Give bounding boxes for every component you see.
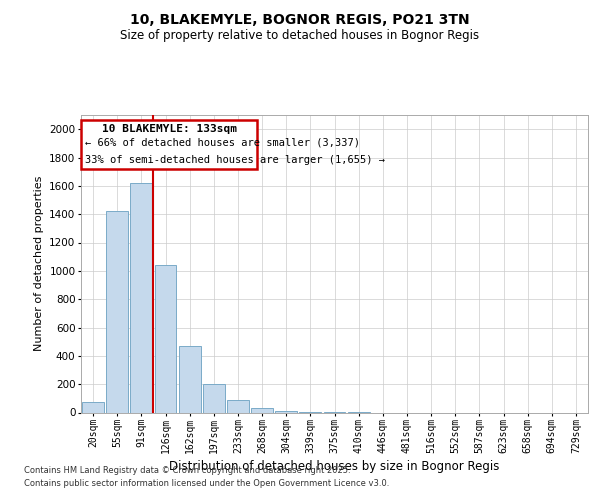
Text: ← 66% of detached houses are smaller (3,337): ← 66% of detached houses are smaller (3,…: [85, 138, 360, 148]
Text: Contains HM Land Registry data © Crown copyright and database right 2025.: Contains HM Land Registry data © Crown c…: [24, 466, 350, 475]
Bar: [227, 400, 249, 412]
Text: 33% of semi-detached houses are larger (1,655) →: 33% of semi-detached houses are larger (…: [85, 155, 385, 165]
Text: 10 BLAKEMYLE: 133sqm: 10 BLAKEMYLE: 133sqm: [102, 124, 237, 134]
Text: 10, BLAKEMYLE, BOGNOR REGIS, PO21 3TN: 10, BLAKEMYLE, BOGNOR REGIS, PO21 3TN: [130, 12, 470, 26]
FancyBboxPatch shape: [82, 120, 257, 169]
Bar: [155, 265, 176, 412]
Bar: [130, 183, 152, 412]
X-axis label: Distribution of detached houses by size in Bognor Regis: Distribution of detached houses by size …: [169, 460, 500, 473]
Bar: [82, 402, 104, 412]
Bar: [275, 411, 297, 412]
Bar: [106, 212, 128, 412]
Y-axis label: Number of detached properties: Number of detached properties: [34, 176, 44, 352]
Bar: [179, 346, 200, 412]
Text: Contains public sector information licensed under the Open Government Licence v3: Contains public sector information licen…: [24, 479, 389, 488]
Bar: [203, 384, 224, 412]
Bar: [251, 408, 273, 412]
Text: Size of property relative to detached houses in Bognor Regis: Size of property relative to detached ho…: [121, 29, 479, 42]
